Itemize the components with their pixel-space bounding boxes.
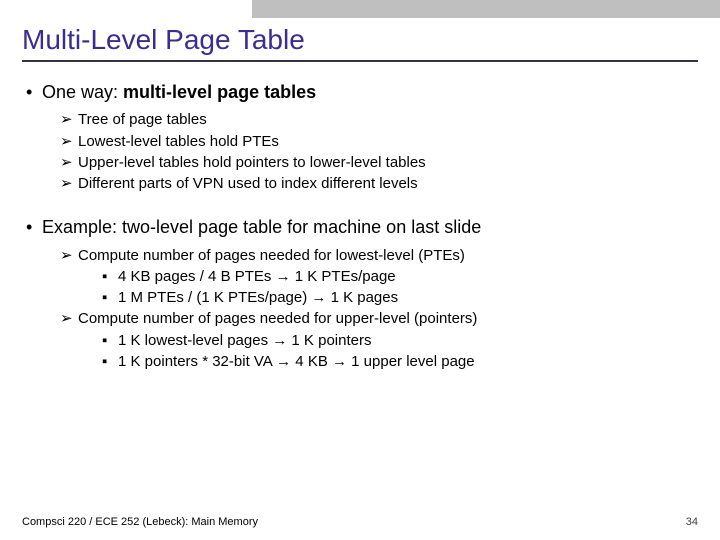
bullet-one-way: •One way: multi-level page tables bbox=[26, 80, 698, 104]
page-number: 34 bbox=[686, 516, 698, 528]
heading-prefix: One way: bbox=[42, 82, 123, 102]
subsub-text: 4 KB pages / 4 B PTEs → 1 K PTEs/page bbox=[118, 268, 396, 285]
sub-text: Lowest-level tables hold PTEs bbox=[78, 133, 279, 150]
subsub-item: ▪1 K lowest-level pages → 1 K pointers bbox=[102, 331, 698, 351]
bullet-example: •Example: two-level page table for machi… bbox=[26, 215, 698, 239]
example-heading: Example: two-level page table for machin… bbox=[42, 217, 481, 237]
section-gap bbox=[22, 195, 698, 213]
heading-bold: multi-level page tables bbox=[123, 82, 316, 102]
arrow-icon: ➢ bbox=[60, 246, 78, 266]
arrow-icon: ➢ bbox=[60, 309, 78, 329]
sub-item: ➢Compute number of pages needed for uppe… bbox=[60, 309, 698, 329]
slide-title: Multi-Level Page Table bbox=[22, 18, 698, 62]
sub-text: Compute number of pages needed for lowes… bbox=[78, 247, 465, 264]
arrow-icon: ➢ bbox=[60, 174, 78, 194]
subsub-text: 1 M PTEs / (1 K PTEs/page) → 1 K pages bbox=[118, 289, 398, 306]
footer-left: Compsci 220 / ECE 252 (Lebeck): Main Mem… bbox=[22, 516, 258, 528]
subsub-text: 1 K lowest-level pages → 1 K pointers bbox=[118, 332, 371, 349]
footer: Compsci 220 / ECE 252 (Lebeck): Main Mem… bbox=[22, 516, 698, 528]
square-icon: ▪ bbox=[102, 288, 118, 308]
sub-item: ➢Compute number of pages needed for lowe… bbox=[60, 246, 698, 266]
sub-text: Compute number of pages needed for upper… bbox=[78, 310, 477, 327]
sub-text: Upper-level tables hold pointers to lowe… bbox=[78, 154, 426, 171]
subsub-item: ▪4 KB pages / 4 B PTEs → 1 K PTEs/page bbox=[102, 267, 698, 287]
square-icon: ▪ bbox=[102, 331, 118, 351]
sub-item: ➢Different parts of VPN used to index di… bbox=[60, 174, 698, 194]
bullet-dot-icon: • bbox=[26, 80, 42, 104]
arrow-icon: ➢ bbox=[60, 153, 78, 173]
arrow-icon: ➢ bbox=[60, 110, 78, 130]
bullet-dot-icon: • bbox=[26, 215, 42, 239]
sub-text: Different parts of VPN used to index dif… bbox=[78, 175, 418, 192]
sub-text: Tree of page tables bbox=[78, 111, 207, 128]
subsub-item: ▪1 K pointers * 32-bit VA → 4 KB → 1 upp… bbox=[102, 352, 698, 372]
subsub-item: ▪1 M PTEs / (1 K PTEs/page) → 1 K pages bbox=[102, 288, 698, 308]
subsub-text: 1 K pointers * 32-bit VA → 4 KB → 1 uppe… bbox=[118, 353, 475, 370]
sub-item: ➢Tree of page tables bbox=[60, 110, 698, 130]
square-icon: ▪ bbox=[102, 267, 118, 287]
sub-item: ➢Upper-level tables hold pointers to low… bbox=[60, 153, 698, 173]
square-icon: ▪ bbox=[102, 352, 118, 372]
slide-body: Multi-Level Page Table •One way: multi-l… bbox=[0, 18, 720, 372]
sub-item: ➢Lowest-level tables hold PTEs bbox=[60, 132, 698, 152]
arrow-icon: ➢ bbox=[60, 132, 78, 152]
top-accent-bar bbox=[0, 0, 720, 18]
